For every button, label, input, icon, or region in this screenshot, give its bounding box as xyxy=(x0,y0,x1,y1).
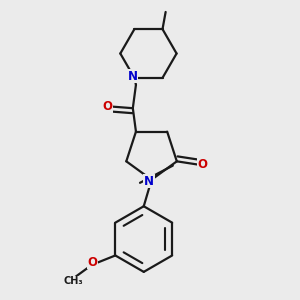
Text: O: O xyxy=(197,158,207,171)
Text: O: O xyxy=(88,256,98,269)
Text: CH₃: CH₃ xyxy=(63,276,83,286)
Text: N: N xyxy=(128,70,138,83)
Text: N: N xyxy=(144,175,154,188)
Text: O: O xyxy=(103,100,112,113)
